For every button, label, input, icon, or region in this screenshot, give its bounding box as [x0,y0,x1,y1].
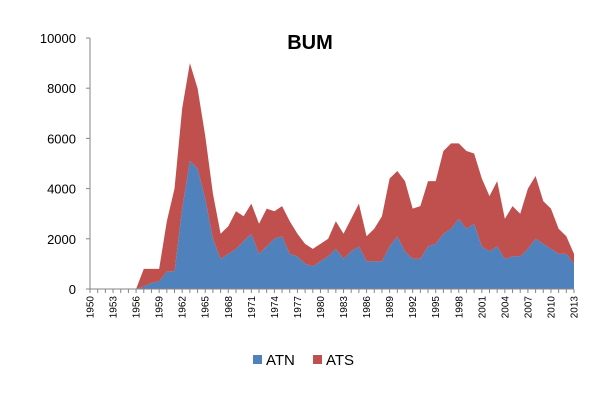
x-tick-label: 1956 [132,296,143,319]
area-series-atn [90,160,574,289]
x-tick-label: 1992 [408,296,419,319]
x-tick-label: 1968 [224,296,235,319]
plot-area [90,63,574,289]
x-tick-label: 2010 [546,296,557,319]
x-tick-label: 1953 [109,296,120,319]
y-tick-label: 4000 [47,182,76,197]
y-axis: 0 2000 4000 6000 8000 10000 [40,31,91,297]
x-tick-label: 1986 [362,296,373,319]
x-tick-label: 1965 [201,296,212,319]
y-tick-label: 0 [69,282,76,297]
y-tick-label: 8000 [47,81,76,96]
area-series-ats [90,63,574,289]
x-tick-label: 1950 [86,296,97,319]
x-tick-label: 1983 [339,296,350,319]
x-tick-label: 1977 [293,296,304,319]
legend-swatch-atn [253,355,262,364]
x-tick-label: 1989 [385,296,396,319]
x-tick-label: 2013 [570,296,581,319]
legend-swatch-ats [313,355,322,364]
x-tick-label: 1998 [454,296,465,319]
x-tick-label: 2007 [523,296,534,319]
x-tick-label: 2001 [477,296,488,319]
y-tick-label: 2000 [47,232,76,247]
x-tick-label: 2004 [500,296,511,319]
x-tick-label: 1959 [155,296,166,319]
legend-label-atn: ATN [266,352,295,369]
x-tick-label: 1974 [270,296,281,319]
y-tick-label: 10000 [40,31,76,46]
x-tick-label: 1971 [247,296,258,319]
legend-label-ats: ATS [326,352,354,369]
legend: ATN ATS [253,352,354,369]
x-tick-label: 1995 [431,296,442,319]
chart-title: BUM [287,32,333,54]
y-tick-label: 6000 [47,131,76,146]
x-tick-label: 1962 [178,296,189,319]
x-tick-label: 1980 [316,296,327,319]
x-axis: 1950 1953 1956 1959 1962 1965 1968 1971 1974 1977… [86,288,581,319]
